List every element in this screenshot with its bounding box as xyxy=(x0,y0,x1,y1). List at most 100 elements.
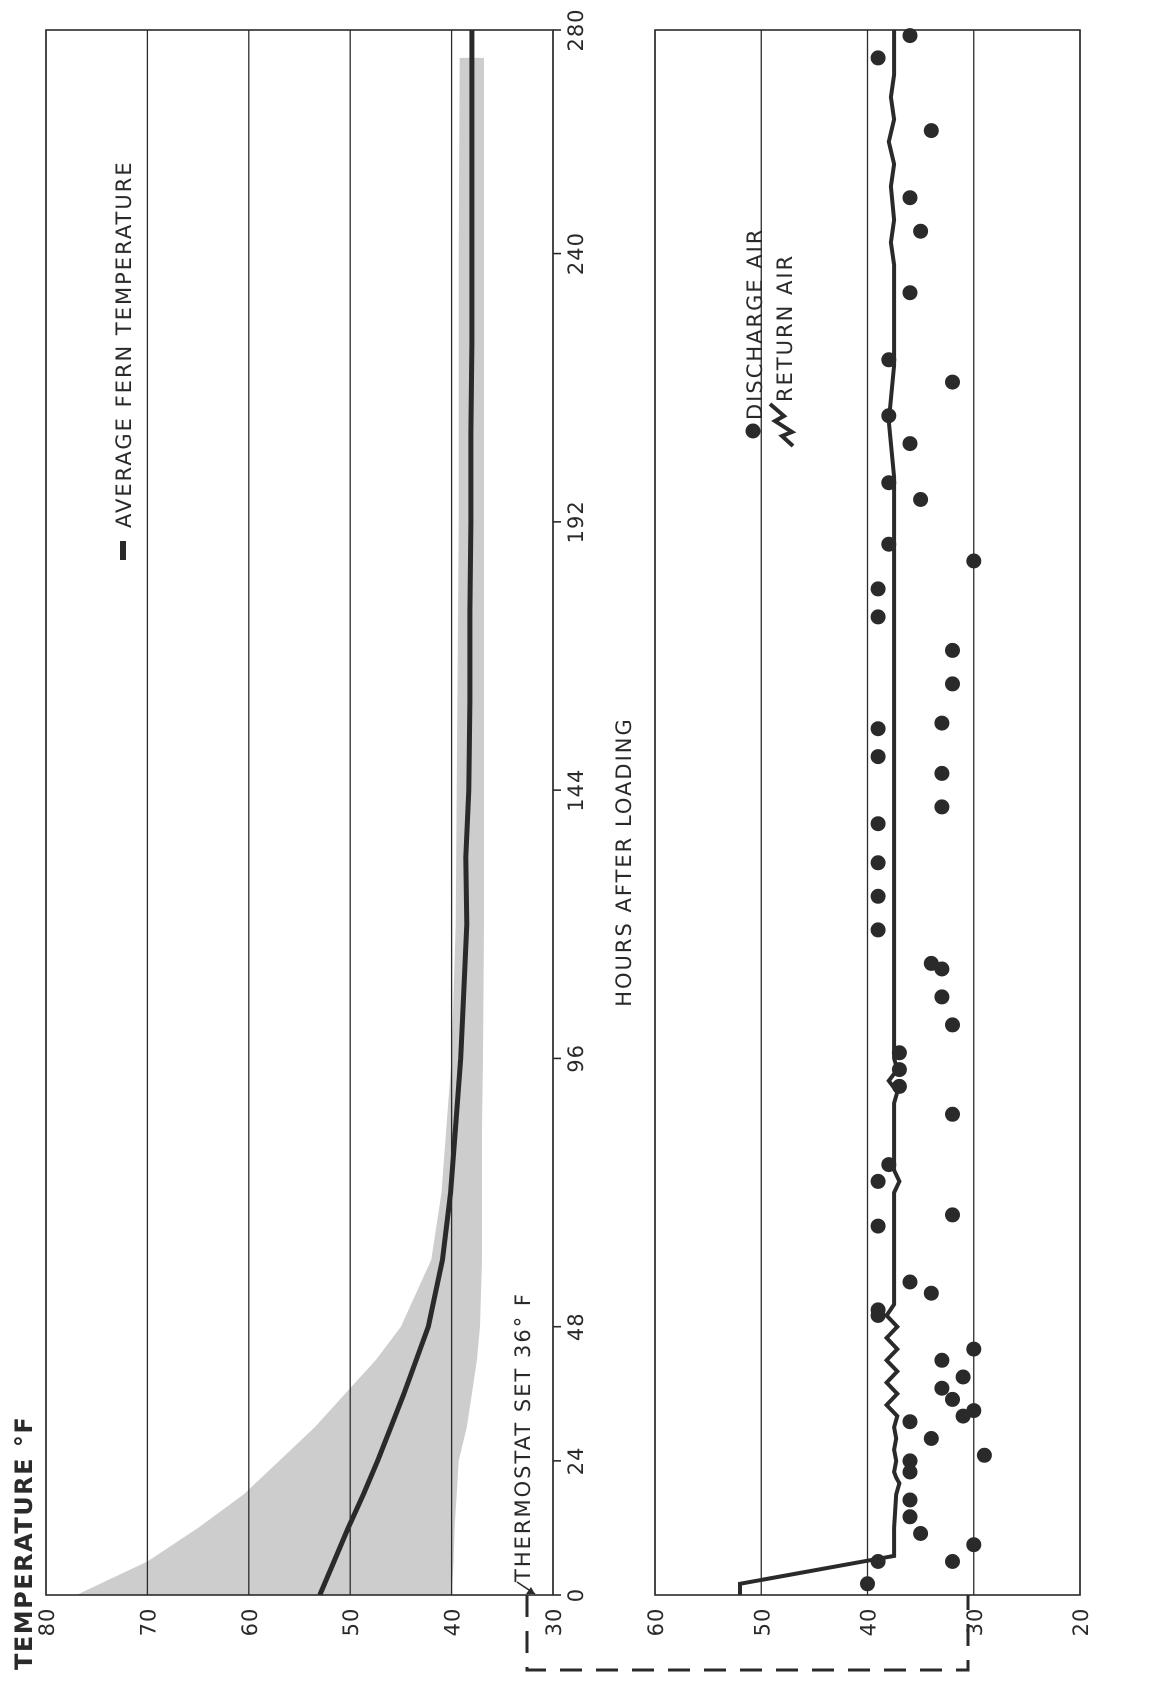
discharge-air-point-59 xyxy=(923,123,939,139)
discharge-air-point-41 xyxy=(870,749,886,765)
x-tick-144: 144 xyxy=(564,769,588,812)
x-tick-24: 24 xyxy=(564,1446,588,1475)
discharge-air-point-18 xyxy=(966,1341,982,1357)
x-tick-0: 0 xyxy=(564,1588,588,1602)
discharge-air-point-17 xyxy=(934,1352,950,1368)
discharge-air-point-22 xyxy=(902,1274,918,1290)
air-gridlines xyxy=(654,30,1081,1595)
fern-y-tick-70: 70 xyxy=(136,1608,160,1637)
fern-temperature-line xyxy=(317,30,475,1596)
discharge-air-point-51 xyxy=(881,475,897,491)
fern-band xyxy=(76,57,485,1595)
air-y-tick-30: 30 xyxy=(963,1608,987,1637)
discharge-air-point-56 xyxy=(902,285,918,301)
thermostat-arrowhead xyxy=(526,1587,535,1594)
discharge-air-point-58 xyxy=(902,190,918,206)
discharge-air-point-24 xyxy=(945,1207,960,1223)
return-air-line xyxy=(738,30,902,1595)
discharge-air-point-27 xyxy=(945,1106,960,1122)
discharge-air-point-32 xyxy=(934,989,950,1005)
discharge-air-point-47 xyxy=(870,581,886,597)
x-tick-96: 96 xyxy=(564,1044,588,1073)
discharge-air-point-38 xyxy=(870,816,886,832)
discharge-air-point-61 xyxy=(902,28,918,44)
fern-chart: 80 70 60 50 40 30 AVERAGE FERN TEMPERATURE TH… xyxy=(35,29,566,1637)
legend-return-label: RETURN AIR xyxy=(773,254,797,402)
discharge-air-point-30 xyxy=(891,1045,907,1061)
legend-discharge-swatch xyxy=(745,423,761,439)
discharge-air-points xyxy=(860,28,992,1592)
thermostat-label: THERMOSTAT SET 36° F xyxy=(511,1292,535,1583)
discharge-air-point-35 xyxy=(870,922,886,938)
air-y-tick-50: 50 xyxy=(750,1608,774,1637)
air-y-tick-60: 60 xyxy=(644,1608,668,1637)
discharge-air-point-60 xyxy=(870,50,886,66)
fern-y-tick-labels: 80 70 60 50 40 30 xyxy=(35,1608,566,1637)
discharge-air-point-42 xyxy=(870,721,886,737)
legend-return-swatch xyxy=(768,402,797,448)
discharge-air-point-8 xyxy=(902,1453,918,1469)
discharge-air-point-6 xyxy=(902,1492,918,1508)
discharge-air-point-48 xyxy=(966,553,982,569)
discharge-air-point-0 xyxy=(860,1576,875,1592)
discharge-air-point-14 xyxy=(945,1391,960,1407)
discharge-air-point-37 xyxy=(870,855,886,871)
fern-y-tick-80: 80 xyxy=(35,1608,59,1637)
legend-discharge-label: DISCHARGE AIR xyxy=(743,228,767,420)
thermostat-dashed-bracket xyxy=(525,1595,970,1672)
air-chart: 60 50 40 30 20 DISCHARGE AIR RETURN AIR xyxy=(644,28,1093,1636)
discharge-air-point-49 xyxy=(881,536,897,552)
discharge-air-point-15 xyxy=(934,1380,950,1396)
fern-y-tick-50: 50 xyxy=(339,1608,363,1637)
fern-y-tick-40: 40 xyxy=(441,1608,465,1637)
discharge-air-point-1 xyxy=(870,1554,886,1569)
discharge-air-point-7 xyxy=(902,1464,918,1480)
discharge-air-point-53 xyxy=(881,408,897,424)
x-tick-240: 240 xyxy=(564,232,588,275)
discharge-air-point-23 xyxy=(870,1218,886,1234)
discharge-air-point-57 xyxy=(913,223,929,239)
discharge-air-point-10 xyxy=(923,1431,939,1446)
discharge-air-point-21 xyxy=(923,1285,939,1301)
discharge-air-point-3 xyxy=(966,1537,982,1553)
discharge-air-point-50 xyxy=(913,492,929,507)
fern-y-tick-30: 30 xyxy=(542,1608,566,1637)
discharge-air-point-16 xyxy=(955,1369,971,1385)
discharge-air-point-20 xyxy=(870,1302,886,1318)
air-y-tick-40: 40 xyxy=(857,1608,881,1637)
page-title: TEMPERATURE °F xyxy=(10,1416,38,1670)
discharge-air-point-39 xyxy=(934,799,950,815)
discharge-air-point-5 xyxy=(902,1509,918,1525)
discharge-air-point-36 xyxy=(870,888,886,904)
discharge-air-point-13 xyxy=(966,1403,982,1419)
discharge-air-point-25 xyxy=(870,1173,886,1189)
discharge-air-point-4 xyxy=(913,1526,929,1541)
x-tick-labels: 0 24 48 96 144 192 240 280 xyxy=(553,8,588,1602)
discharge-air-point-2 xyxy=(945,1554,960,1569)
discharge-air-point-11 xyxy=(902,1414,918,1430)
x-tick-192: 192 xyxy=(564,500,588,543)
fern-y-tick-60: 60 xyxy=(238,1608,262,1637)
x-axis-title: HOURS AFTER LOADING xyxy=(612,717,636,1007)
x-tick-280: 280 xyxy=(564,8,588,51)
discharge-air-point-9 xyxy=(976,1447,992,1463)
discharge-air-point-46 xyxy=(870,609,886,625)
discharge-air-point-29 xyxy=(891,1062,907,1078)
discharge-air-point-44 xyxy=(945,676,960,692)
legend-fern-label: AVERAGE FERN TEMPERATURE xyxy=(112,160,136,528)
air-plot-frame xyxy=(654,29,1081,1596)
discharge-air-point-26 xyxy=(881,1157,897,1173)
discharge-air-point-45 xyxy=(945,642,960,658)
air-y-tick-labels: 60 50 40 30 20 xyxy=(644,1608,1093,1637)
discharge-air-point-28 xyxy=(891,1078,907,1094)
discharge-air-point-40 xyxy=(934,765,950,781)
x-tick-48: 48 xyxy=(564,1312,588,1341)
discharge-air-point-55 xyxy=(881,352,897,368)
fern-plot-frame xyxy=(45,29,554,1596)
air-y-tick-20: 20 xyxy=(1069,1608,1093,1637)
discharge-air-point-34 xyxy=(923,955,939,971)
discharge-air-point-31 xyxy=(945,1017,960,1033)
discharge-air-point-43 xyxy=(934,715,950,731)
discharge-air-point-54 xyxy=(945,374,960,390)
